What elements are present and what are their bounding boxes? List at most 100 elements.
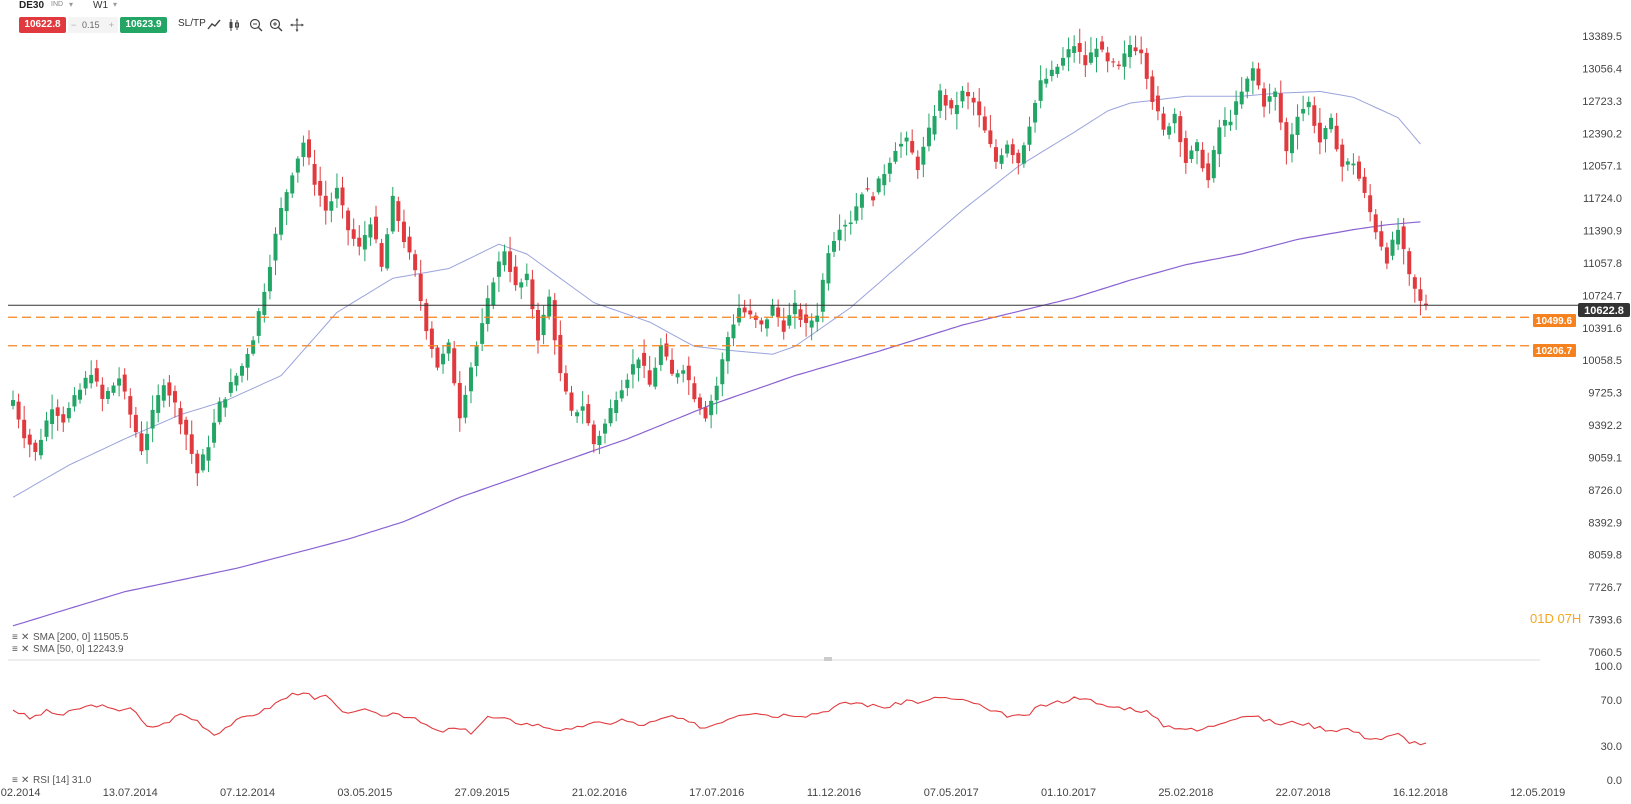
candle <box>1301 95 1306 122</box>
candle-body <box>591 424 596 445</box>
candle <box>792 290 797 329</box>
candle <box>357 225 362 256</box>
candle-body <box>1100 41 1105 50</box>
candle-body <box>977 101 982 116</box>
candle-body <box>189 434 194 454</box>
rsi-legend[interactable]: ≡ ✕ RSI [14] 31.0 <box>12 775 92 786</box>
buy-button[interactable]: 10623.9 <box>120 17 167 33</box>
candle-body <box>625 379 630 389</box>
sma200-legend[interactable]: ≡ ✕ SMA [200, 0] 11505.5 <box>12 632 129 643</box>
candle-body <box>1122 53 1127 67</box>
candle <box>681 364 686 383</box>
crosshair-icon[interactable] <box>289 17 305 33</box>
candle <box>1323 125 1328 153</box>
x-axis-tick: 01.10.2017 <box>1041 787 1096 799</box>
candle-body <box>1206 163 1211 181</box>
candle-body <box>212 422 217 443</box>
candle <box>468 362 473 404</box>
symbol-name[interactable]: DE30 <box>19 0 45 11</box>
level1-tag[interactable]: 10499.6 <box>1533 314 1576 327</box>
candle <box>781 307 786 340</box>
candle <box>206 435 211 473</box>
candle <box>692 376 697 403</box>
candle <box>893 142 898 165</box>
candle <box>580 391 585 424</box>
candle-body <box>697 397 702 409</box>
legend-menu-icon[interactable]: ≡ <box>12 632 18 643</box>
legend-remove-icon[interactable]: ✕ <box>21 632 29 643</box>
candle-body <box>22 419 27 439</box>
y-axis-tick: 7726.7 <box>1588 582 1622 594</box>
candle <box>273 227 278 276</box>
candle-body <box>1116 64 1121 67</box>
line-chart-icon[interactable] <box>206 17 222 33</box>
candle-body <box>820 279 825 312</box>
candle <box>100 377 105 412</box>
volume-stepper[interactable]: − 0.15 + <box>68 17 118 33</box>
decrease-icon[interactable]: − <box>71 20 77 30</box>
zoom-in-icon[interactable] <box>268 17 284 33</box>
candle <box>200 448 205 473</box>
candle-body <box>709 400 714 416</box>
candle <box>915 150 920 179</box>
increase-icon[interactable]: + <box>108 20 114 30</box>
legend-remove-icon[interactable]: ✕ <box>21 775 29 786</box>
timeframe-dropdown-icon[interactable]: ▾ <box>113 0 118 9</box>
legend-menu-icon[interactable]: ≡ <box>12 775 18 786</box>
y-axis-tick: 12723.3 <box>1582 96 1622 108</box>
candle <box>1306 96 1311 116</box>
legend-menu-icon[interactable]: ≡ <box>12 644 18 655</box>
candle-body <box>1005 144 1010 154</box>
candle-body <box>1368 195 1373 213</box>
x-axis-tick: 27.09.2015 <box>455 787 510 799</box>
candle <box>374 205 379 244</box>
candlestick-icon[interactable] <box>227 17 243 33</box>
candle-body <box>552 300 557 341</box>
candle-body <box>882 173 887 186</box>
candle <box>94 359 99 387</box>
candle-body <box>474 346 479 366</box>
candle-body <box>893 150 898 162</box>
candle <box>563 365 568 395</box>
candle <box>279 197 284 241</box>
candle <box>1060 47 1065 71</box>
candle <box>1155 86 1160 121</box>
legend-remove-icon[interactable]: ✕ <box>21 644 29 655</box>
timeframe-selector[interactable]: W1 <box>93 0 108 11</box>
candle-body <box>871 196 876 201</box>
candle <box>569 385 574 417</box>
sma200-label: SMA [200, 0] 11505.5 <box>33 632 129 643</box>
volume-value[interactable]: 0.15 <box>82 20 100 30</box>
candle <box>1049 60 1054 82</box>
candle-body <box>295 158 300 173</box>
candle-body <box>1200 149 1205 169</box>
candle <box>301 135 306 167</box>
sell-button[interactable]: 10622.8 <box>19 17 66 33</box>
candle <box>831 231 836 258</box>
candle-body <box>245 353 250 368</box>
zoom-out-icon[interactable] <box>248 17 264 33</box>
panel-resize-handle[interactable] <box>824 657 832 661</box>
candle-body <box>943 95 948 106</box>
symbol-dropdown-icon[interactable]: ▾ <box>69 0 74 9</box>
candle-body <box>653 367 658 387</box>
candle-body <box>1351 163 1356 166</box>
candle <box>513 255 518 291</box>
candle <box>519 278 524 300</box>
candle-body <box>374 216 379 240</box>
candle-body <box>418 273 423 302</box>
sma50-legend[interactable]: ≡ ✕ SMA [50, 0] 12243.9 <box>12 644 124 655</box>
candle-body <box>122 374 127 392</box>
candle-body <box>647 370 652 385</box>
candle-body <box>1211 150 1216 179</box>
candle <box>418 259 423 311</box>
level2-tag[interactable]: 10206.7 <box>1533 344 1576 357</box>
candle-body <box>1345 161 1350 165</box>
candle <box>502 244 507 272</box>
candle-body <box>1077 43 1082 52</box>
candle <box>988 114 993 148</box>
candle-body <box>1334 125 1339 150</box>
candle-body <box>1144 52 1149 79</box>
sl-tp-button[interactable]: SL/TP <box>178 18 206 29</box>
